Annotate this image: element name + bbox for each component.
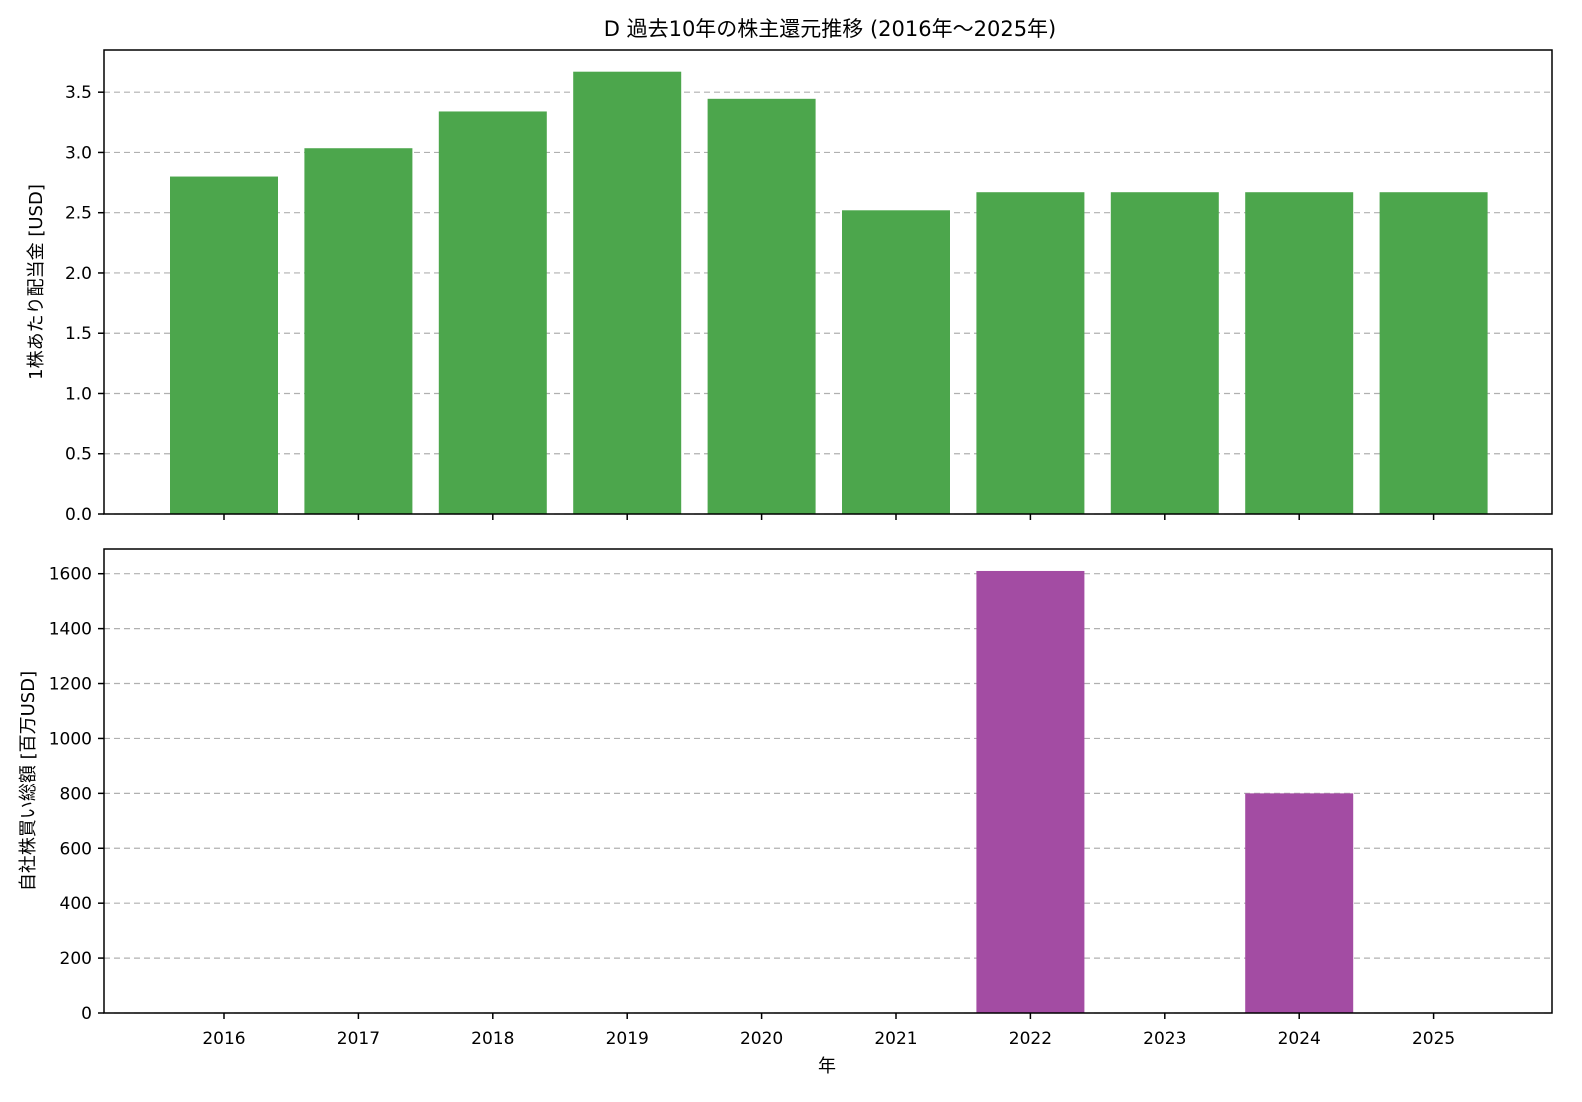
y-tick-label: 2.0 xyxy=(65,264,92,284)
y-tick-label: 1400 xyxy=(49,620,92,640)
dividend-per-share-panel: 0.0 0.5 1.0 1.5 2.0 2.5 3.0 3.5 1株あたり配当金 [USD] xyxy=(26,49,1553,525)
y-tick-label: 1600 xyxy=(49,565,92,585)
plot-frame xyxy=(103,49,1553,515)
plot-frame xyxy=(103,548,1553,1014)
y-tick-label: 1.0 xyxy=(65,384,92,404)
dividend-bar-2020 xyxy=(707,98,816,514)
dividend-bar-2019 xyxy=(573,71,682,514)
y-tick-label: 600 xyxy=(60,839,92,859)
x-tick-label-2023: 2023 xyxy=(1143,1029,1186,1049)
dividend-bar-2017 xyxy=(304,148,413,514)
y-tick-label: 3.5 xyxy=(65,83,92,103)
dividend-bar-2016 xyxy=(170,176,278,514)
x-tick-label-2020: 2020 xyxy=(740,1029,783,1049)
x-tick-label-2025: 2025 xyxy=(1412,1029,1455,1049)
dividend-bar-2024 xyxy=(1245,192,1354,514)
x-tick-label-2019: 2019 xyxy=(606,1029,649,1049)
y-tick-label: 0 xyxy=(81,1004,92,1024)
dividend-bar-2018 xyxy=(438,111,547,514)
y-tick-label: 1.5 xyxy=(65,324,92,344)
x-tick-label-2022: 2022 xyxy=(1009,1029,1052,1049)
x-tick-label-2021: 2021 xyxy=(874,1029,917,1049)
x-tick-label-2017: 2017 xyxy=(337,1029,380,1049)
y-axis-title: 1株あたり配当金 [USD] xyxy=(26,184,47,380)
x-tick-label-2016: 2016 xyxy=(202,1029,245,1049)
dividend-bar-2022 xyxy=(976,192,1085,514)
y-tick-label: 0.5 xyxy=(65,445,92,465)
y-tick-label: 1000 xyxy=(49,729,92,749)
y-tick-label: 0.0 xyxy=(65,505,92,525)
y-tick-label: 400 xyxy=(60,894,92,914)
y-tick-label: 1200 xyxy=(49,675,92,695)
buyback-total-panel: 0 200 400 600 800 1000 1200 1400 1600 2016 2017 201… xyxy=(18,548,1553,1077)
y-tick-label: 3.0 xyxy=(65,143,92,163)
buyback-bar-2022 xyxy=(976,570,1085,1013)
y-tick-label: 800 xyxy=(60,784,92,804)
x-tick-label-2024: 2024 xyxy=(1278,1029,1321,1049)
y-axis-title: 自社株買い総額 [百万USD] xyxy=(18,671,39,891)
y-tick-label: 2.5 xyxy=(65,204,92,224)
x-tick-label-2018: 2018 xyxy=(471,1029,514,1049)
dividend-bar-2021 xyxy=(842,210,950,515)
chart-title: D 過去10年の株主還元推移 (2016年～2025年) xyxy=(604,17,1057,41)
y-tick-label: 200 xyxy=(60,949,92,969)
x-axis-title: 年 xyxy=(818,1056,836,1077)
buyback-bar-2024 xyxy=(1245,793,1354,1013)
dividend-bar-2023 xyxy=(1110,192,1219,514)
dividend-bar-2025 xyxy=(1379,192,1488,514)
